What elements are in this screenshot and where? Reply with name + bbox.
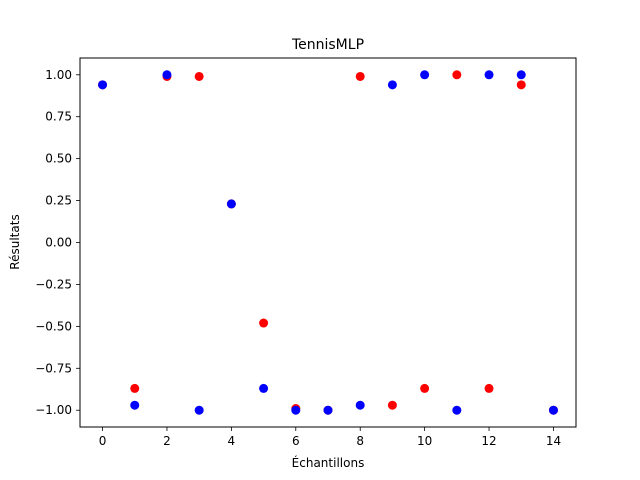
x-axis-label: Échantillons (292, 455, 365, 470)
data-point-series-2 (452, 405, 462, 415)
data-point-series-1 (484, 383, 494, 393)
x-tick-label: 6 (292, 434, 300, 448)
data-point-series-2 (548, 405, 558, 415)
data-point-series-2 (226, 199, 236, 209)
data-point-series-1 (452, 70, 462, 80)
x-tick-label: 14 (546, 434, 561, 448)
data-point-series-1 (355, 71, 365, 81)
x-tick-label: 0 (99, 434, 107, 448)
data-point-series-1 (420, 383, 430, 393)
y-tick-label: 1.00 (45, 68, 72, 82)
y-tick-label: −0.25 (35, 277, 72, 291)
data-point-series-2 (420, 70, 430, 80)
y-tick-label: 0.00 (45, 236, 72, 250)
data-point-series-1 (130, 383, 140, 393)
y-tick-label: −0.75 (35, 361, 72, 375)
data-point-series-2 (291, 405, 301, 415)
data-point-series-1 (387, 400, 397, 410)
y-tick-label: 0.75 (45, 110, 72, 124)
data-point-series-2 (130, 400, 140, 410)
data-point-series-2 (355, 400, 365, 410)
data-point-series-2 (98, 80, 108, 90)
data-point-series-2 (516, 70, 526, 80)
y-tick-label: −1.00 (35, 403, 72, 417)
data-point-series-2 (259, 383, 269, 393)
data-point-series-2 (387, 80, 397, 90)
x-tick-label: 2 (163, 434, 171, 448)
data-point-series-2 (323, 405, 333, 415)
data-point-series-1 (259, 318, 269, 328)
data-point-series-2 (194, 405, 204, 415)
y-tick-label: −0.50 (35, 319, 72, 333)
y-axis-label: Résultats (8, 214, 22, 269)
x-tick-label: 12 (481, 434, 496, 448)
x-axis-ticks: 0 2 4 6 8 10 12 14 (99, 427, 561, 448)
plot-frame (79, 57, 577, 428)
chart-title: TennisMLP (291, 37, 364, 53)
data-point-series-1 (516, 80, 526, 90)
data-point-series-2 (162, 70, 172, 80)
plot-points (98, 70, 558, 415)
data-point-series-2 (484, 70, 494, 80)
y-tick-label: 0.25 (45, 194, 72, 208)
data-point-series-1 (194, 71, 204, 81)
x-tick-label: 8 (356, 434, 364, 448)
x-tick-label: 4 (228, 434, 236, 448)
y-tick-label: 0.50 (45, 152, 72, 166)
x-tick-label: 10 (417, 434, 432, 448)
y-axis-ticks: −1.00 −0.75 −0.50 −0.25 0.00 0.25 0.50 0.75 1.00 (35, 68, 80, 417)
